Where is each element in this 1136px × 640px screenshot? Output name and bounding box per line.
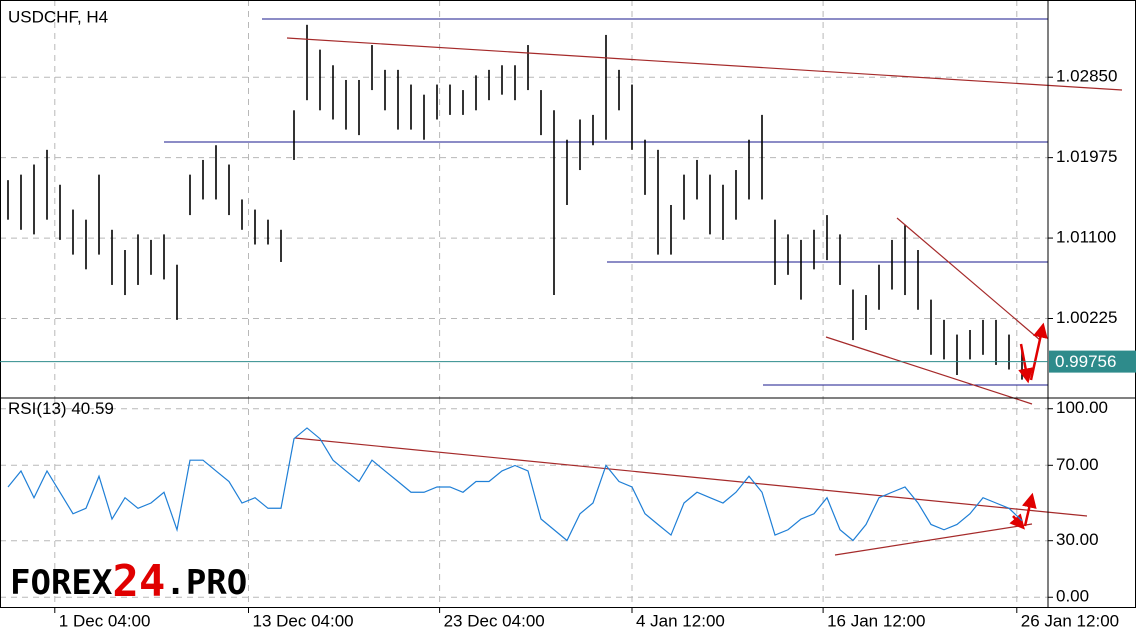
y-tick-label: 1.01975 bbox=[1056, 147, 1117, 166]
rsi-line bbox=[7, 427, 1023, 542]
last-price-box bbox=[1049, 350, 1136, 373]
x-tick-label: 1 Dec 04:00 bbox=[59, 611, 151, 630]
last-price-label: 0.99756 bbox=[1055, 352, 1116, 371]
trend-lines bbox=[286, 37, 1123, 556]
arrow-up bbox=[1029, 322, 1048, 381]
y-tick-label: 1.02850 bbox=[1056, 67, 1117, 86]
trend-line bbox=[294, 437, 1088, 517]
x-tick-label: 26 Jan 12:00 bbox=[1021, 611, 1119, 630]
trend-line bbox=[286, 37, 1123, 91]
watermark-part: FOREX bbox=[10, 563, 113, 603]
x-tick-label: 13 Dec 04:00 bbox=[253, 611, 354, 630]
trend-line bbox=[896, 217, 1041, 341]
trend-line bbox=[825, 336, 1033, 405]
watermark: FOREX24.PRO bbox=[10, 556, 247, 607]
y-tick-label: 1.01100 bbox=[1056, 228, 1116, 247]
trend-line bbox=[834, 523, 1033, 556]
arrow-down bbox=[1009, 513, 1025, 530]
y-tick-label: 70.00 bbox=[1056, 455, 1099, 474]
y-tick-label: 1.00225 bbox=[1056, 308, 1117, 327]
arrow-up bbox=[1022, 492, 1037, 527]
watermark-part: .PRO bbox=[165, 563, 247, 603]
levels bbox=[164, 18, 1048, 386]
y-tick-label: 30.00 bbox=[1056, 530, 1099, 549]
rsi-layer bbox=[7, 427, 1023, 542]
arrows bbox=[1009, 322, 1048, 530]
x-tick-label: 4 Jan 12:00 bbox=[636, 611, 725, 630]
rsi-name: RSI(13) bbox=[8, 399, 67, 418]
grid-layer bbox=[0, 0, 1048, 608]
x-tick-label: 16 Jan 12:00 bbox=[827, 611, 925, 630]
y-tick-label: 100.00 bbox=[1056, 398, 1108, 417]
rsi-title: RSI(13) 40.59 bbox=[8, 399, 114, 418]
x-tick-label: 23 Dec 04:00 bbox=[444, 611, 545, 630]
y-tick-label: 0.00 bbox=[1056, 587, 1089, 606]
rsi-last: 40.59 bbox=[71, 399, 114, 418]
watermark-part: 24 bbox=[112, 556, 165, 607]
chart-title: USDCHF, H4 bbox=[8, 7, 108, 26]
arrow-down bbox=[1018, 343, 1033, 384]
